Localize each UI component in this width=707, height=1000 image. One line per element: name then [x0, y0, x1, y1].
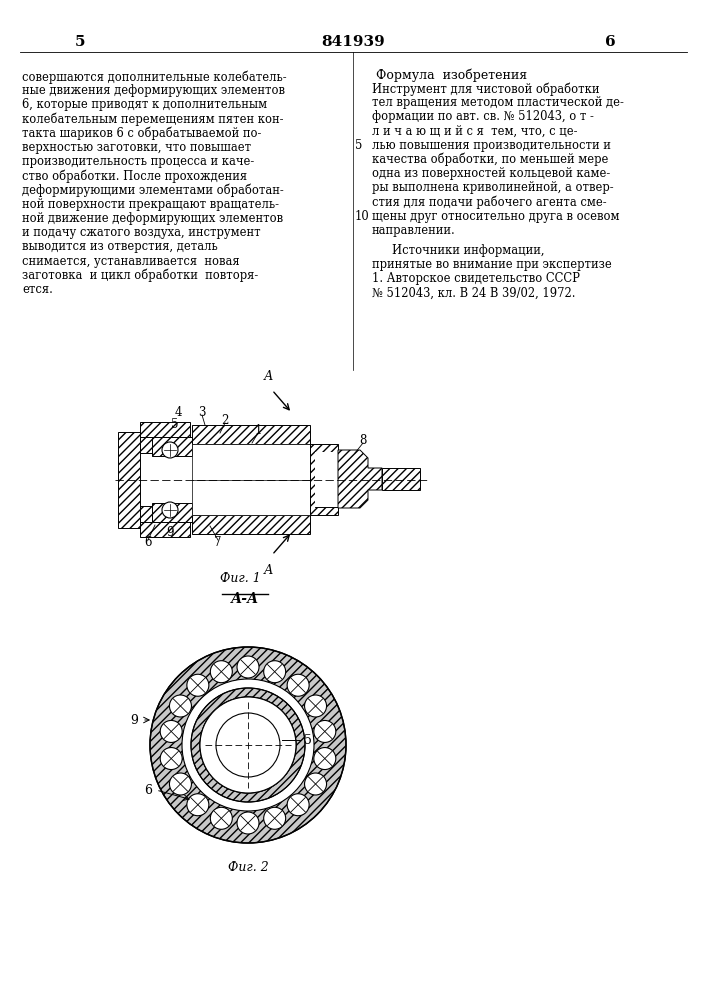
- Circle shape: [237, 812, 259, 834]
- Circle shape: [237, 656, 259, 678]
- Text: снимается, устанавливается  новая: снимается, устанавливается новая: [22, 255, 240, 268]
- Polygon shape: [192, 425, 310, 444]
- Circle shape: [160, 720, 182, 742]
- Circle shape: [305, 695, 327, 717]
- Text: щены друг относительно друга в осевом: щены друг относительно друга в осевом: [372, 210, 619, 223]
- Text: ры выполнена криволинейной, а отвер-: ры выполнена криволинейной, а отвер-: [372, 181, 614, 194]
- Circle shape: [264, 807, 286, 829]
- Polygon shape: [338, 450, 382, 508]
- Text: заготовка  и цикл обработки  повторя-: заготовка и цикл обработки повторя-: [22, 269, 258, 282]
- Text: л и ч а ю щ и й с я  тем, что, с це-: л и ч а ю щ и й с я тем, что, с це-: [372, 125, 578, 138]
- Text: 1: 1: [255, 424, 262, 436]
- Text: 9: 9: [166, 526, 174, 538]
- Text: 4: 4: [174, 406, 182, 418]
- Text: ные движения деформирующих элементов: ные движения деформирующих элементов: [22, 84, 285, 97]
- Text: ство обработки. После прохождения: ство обработки. После прохождения: [22, 169, 247, 183]
- Text: 3: 3: [198, 406, 206, 418]
- Circle shape: [210, 661, 233, 683]
- Text: 6: 6: [604, 35, 615, 49]
- Text: 9: 9: [130, 714, 138, 726]
- Polygon shape: [315, 452, 338, 507]
- Text: качества обработки, по меньшей мере: качества обработки, по меньшей мере: [372, 153, 609, 166]
- Polygon shape: [140, 522, 190, 537]
- Polygon shape: [140, 422, 190, 437]
- Text: А: А: [263, 370, 273, 383]
- Text: совершаются дополнительные колебатель-: совершаются дополнительные колебатель-: [22, 70, 286, 84]
- Text: 6, которые приводят к дополнительным: 6, которые приводят к дополнительным: [22, 98, 267, 111]
- Text: 5: 5: [75, 35, 86, 49]
- Text: ется.: ется.: [22, 283, 53, 296]
- Text: Фиг. 2: Фиг. 2: [228, 861, 269, 874]
- Text: деформирующими элементами обработан-: деформирующими элементами обработан-: [22, 184, 284, 197]
- Circle shape: [216, 713, 280, 777]
- Text: А-А: А-А: [231, 592, 259, 606]
- Text: Формула  изобретения: Формула изобретения: [376, 68, 527, 82]
- Text: стия для подачи рабочего агента сме-: стия для подачи рабочего агента сме-: [372, 196, 607, 209]
- Text: направлении.: направлении.: [372, 224, 456, 237]
- Text: ной движение деформирующих элементов: ной движение деформирующих элементов: [22, 212, 283, 225]
- Text: 6: 6: [144, 784, 152, 796]
- Text: 841939: 841939: [321, 35, 385, 49]
- Circle shape: [170, 695, 192, 717]
- Circle shape: [162, 442, 178, 458]
- Circle shape: [170, 773, 192, 795]
- Text: 2: 2: [221, 414, 228, 426]
- Text: такта шариков 6 с обрабатываемой по-: такта шариков 6 с обрабатываемой по-: [22, 127, 262, 140]
- Text: 6: 6: [144, 536, 152, 550]
- Text: тел вращения методом пластической де-: тел вращения методом пластической де-: [372, 96, 624, 109]
- Circle shape: [210, 807, 233, 829]
- Text: 7: 7: [214, 536, 222, 550]
- Text: Источники информации,: Источники информации,: [392, 244, 544, 257]
- Wedge shape: [191, 688, 305, 802]
- Text: 5: 5: [355, 139, 363, 152]
- Polygon shape: [140, 506, 152, 522]
- Circle shape: [187, 674, 209, 696]
- Text: 5: 5: [171, 418, 179, 430]
- Circle shape: [264, 661, 286, 683]
- Text: одна из поверхностей кольцевой каме-: одна из поверхностей кольцевой каме-: [372, 167, 610, 180]
- Text: ной поверхности прекращают вращатель-: ной поверхности прекращают вращатель-: [22, 198, 279, 211]
- Circle shape: [314, 720, 336, 742]
- Text: лью повышения производительности и: лью повышения производительности и: [372, 139, 611, 152]
- Circle shape: [160, 748, 182, 770]
- Polygon shape: [192, 444, 310, 515]
- Circle shape: [182, 679, 314, 811]
- Text: принятые во внимание при экспертизе: принятые во внимание при экспертизе: [372, 258, 612, 271]
- Polygon shape: [140, 437, 152, 453]
- Polygon shape: [382, 468, 420, 490]
- Wedge shape: [150, 647, 346, 843]
- Text: формации по авт. св. № 512043, о т -: формации по авт. св. № 512043, о т -: [372, 110, 594, 123]
- Polygon shape: [118, 432, 140, 528]
- Polygon shape: [192, 515, 310, 534]
- Text: колебательным перемещениям пятен кон-: колебательным перемещениям пятен кон-: [22, 113, 284, 126]
- Text: выводится из отверстия, деталь: выводится из отверстия, деталь: [22, 240, 218, 253]
- Text: 10: 10: [355, 210, 370, 223]
- Text: верхностью заготовки, что повышает: верхностью заготовки, что повышает: [22, 141, 251, 154]
- Polygon shape: [152, 437, 192, 456]
- Text: Инструмент для чистовой обработки: Инструмент для чистовой обработки: [372, 82, 600, 96]
- Text: и подачу сжатого воздуха, инструмент: и подачу сжатого воздуха, инструмент: [22, 226, 261, 239]
- Circle shape: [200, 697, 296, 793]
- Text: Фиг. 1: Фиг. 1: [220, 572, 260, 585]
- Text: 5: 5: [304, 734, 312, 746]
- Text: 8: 8: [359, 434, 367, 446]
- Circle shape: [287, 794, 309, 816]
- Circle shape: [162, 502, 178, 518]
- Polygon shape: [310, 444, 338, 515]
- Text: № 512043, кл. В 24 В 39/02, 1972.: № 512043, кл. В 24 В 39/02, 1972.: [372, 287, 575, 300]
- Text: 1. Авторское свидетельство СССР: 1. Авторское свидетельство СССР: [372, 272, 580, 285]
- Text: производительность процесса и каче-: производительность процесса и каче-: [22, 155, 255, 168]
- Polygon shape: [152, 503, 192, 522]
- Circle shape: [187, 794, 209, 816]
- Circle shape: [287, 674, 309, 696]
- Circle shape: [305, 773, 327, 795]
- Circle shape: [314, 748, 336, 770]
- Text: А: А: [263, 564, 273, 577]
